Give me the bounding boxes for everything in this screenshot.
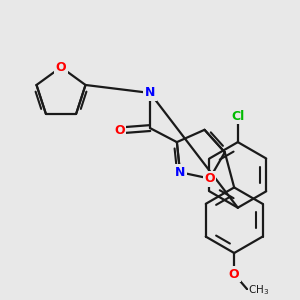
Text: Cl: Cl (231, 110, 244, 123)
Text: N: N (145, 86, 155, 99)
Text: O: O (56, 61, 66, 74)
Text: O: O (204, 172, 215, 185)
Text: O: O (114, 124, 125, 137)
Text: O: O (229, 268, 239, 281)
Text: CH$_3$: CH$_3$ (248, 284, 269, 297)
Text: N: N (175, 166, 185, 179)
